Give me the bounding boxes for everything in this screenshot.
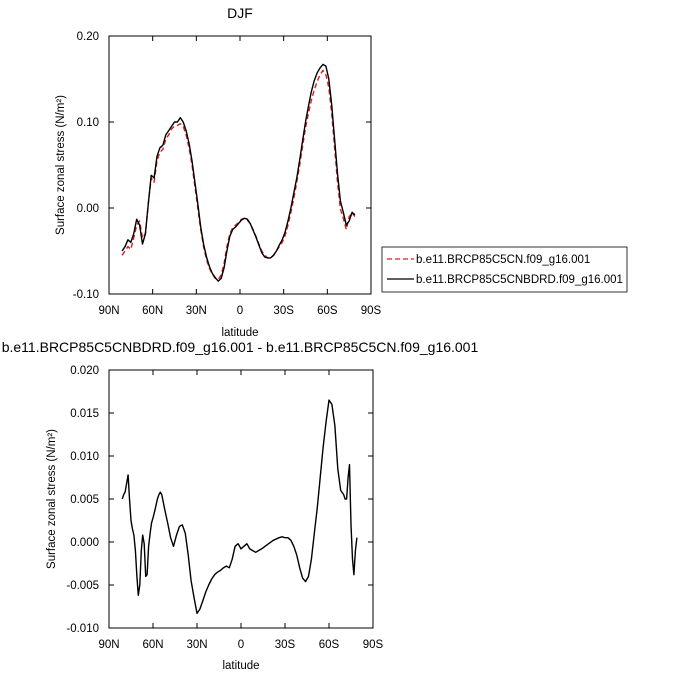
top-chart: DJF 90N 60N 30N 0 30S 60S 90S -0.10 0.00 0.10 0.2… — [55, 5, 628, 339]
bottom-chart: b.e11.BRCP85C5CNBDRD.f09_g16.001 - b.e11… — [2, 339, 479, 672]
x-tick-label: 30N — [186, 305, 207, 317]
legend-label-cn: b.e11.BRCP85C5CN.f09_g16.001 — [416, 254, 590, 266]
x-axis-label: latitude — [222, 660, 259, 672]
plot-frame — [108, 369, 374, 629]
x-tick-label: 30S — [273, 305, 294, 317]
chart-title: DJF — [227, 5, 253, 21]
y-axis-ticks: -0.10 0.00 0.10 0.20 — [73, 31, 371, 301]
y-axis-label: Surface zonal stress (N/m²) — [46, 429, 58, 569]
x-tick-label: 30S — [275, 639, 296, 651]
x-axis-label: latitude — [221, 327, 258, 339]
legend-box — [381, 246, 628, 293]
difference-chart-title: b.e11.BRCP85C5CNBDRD.f09_g16.001 - b.e11… — [2, 339, 479, 355]
series-line-1 — [121, 69, 356, 281]
y-tick-label: 0.000 — [70, 537, 99, 549]
y-tick-label: 0.020 — [70, 365, 99, 377]
x-axis-ticks: 90N 60N 30N 0 30S 60S 90S — [98, 370, 384, 651]
x-tick-label: 0 — [238, 639, 244, 651]
x-tick-label: 90N — [98, 305, 119, 317]
legend: b.e11.BRCP85C5CN.f09_g16.001 b.e11.BRCP8… — [381, 246, 628, 293]
x-axis-ticks: 90N 60N 30N 0 30S 60S 90S — [98, 36, 382, 317]
y-tick-label: 0.010 — [70, 451, 99, 463]
y-tick-label: 0.015 — [70, 408, 99, 420]
x-tick-label: 90N — [98, 639, 119, 651]
y-tick-label: -0.10 — [73, 289, 99, 301]
series-group — [121, 399, 358, 615]
y-tick-label: -0.005 — [66, 580, 99, 592]
legend-label-cnbdrd: b.e11.BRCP85C5CNBDRD.f09_g16.001 — [416, 274, 623, 286]
y-axis-label: Surface zonal stress (N/m²) — [55, 95, 67, 235]
x-tick-label: 60S — [319, 639, 340, 651]
series-line-1 — [121, 399, 358, 615]
x-tick-label: 60S — [317, 305, 338, 317]
y-tick-label: 0.20 — [77, 31, 99, 43]
y-tick-label: 0.005 — [70, 494, 99, 506]
y-axis-ticks: -0.010 -0.005 0.000 0.005 0.010 0.015 0.020 — [66, 365, 373, 635]
series-group — [121, 63, 356, 282]
x-tick-label: 60N — [142, 639, 163, 651]
series-line-2 — [121, 63, 356, 282]
x-tick-label: 60N — [142, 305, 163, 317]
x-tick-label: 90S — [361, 305, 382, 317]
plot-frame — [108, 35, 372, 295]
x-tick-label: 30N — [186, 639, 207, 651]
y-tick-label: -0.010 — [66, 623, 99, 635]
x-tick-label: 90S — [363, 639, 384, 651]
y-tick-label: 0.00 — [77, 203, 99, 215]
y-tick-label: 0.10 — [77, 117, 99, 129]
x-tick-label: 0 — [237, 305, 243, 317]
